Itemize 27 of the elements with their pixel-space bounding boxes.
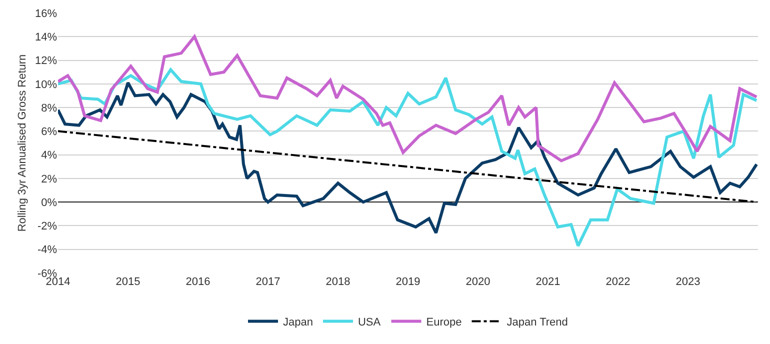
y-tick-label: 14% bbox=[34, 31, 58, 44]
x-tick-label: 2020 bbox=[466, 276, 490, 288]
y-tick-label: 16% bbox=[34, 8, 58, 20]
y-tick-label: -4% bbox=[37, 244, 58, 256]
y-tick-label: 12% bbox=[34, 55, 58, 68]
x-tick-label: 2022 bbox=[606, 276, 630, 288]
y-tick-label: 6% bbox=[41, 126, 58, 138]
legend-label: USA bbox=[358, 316, 382, 329]
y-tick-label: 2% bbox=[41, 173, 58, 186]
y-tick-label: 8% bbox=[41, 102, 58, 114]
x-tick-label: 2015 bbox=[116, 276, 140, 288]
x-tick-label: 2018 bbox=[326, 276, 350, 288]
y-tick-label: 10% bbox=[34, 78, 58, 91]
legend-label: Japan Trend bbox=[506, 316, 568, 329]
legend-label: Europe bbox=[426, 316, 462, 329]
x-tick-label: 2016 bbox=[186, 276, 210, 288]
y-tick-label: -2% bbox=[37, 220, 58, 233]
legend-label: Japan bbox=[283, 316, 313, 329]
x-tick-label: 2014 bbox=[46, 276, 70, 288]
x-tick-label: 2017 bbox=[256, 276, 280, 288]
y-tick-label: 0% bbox=[41, 196, 58, 209]
y-tick-label: 4% bbox=[41, 150, 58, 162]
y-axis-title: Rolling 3yr Annualised Gross Return bbox=[16, 54, 29, 232]
line-series bbox=[58, 35, 758, 162]
x-tick-label: 2019 bbox=[396, 276, 420, 288]
x-tick-label: 2021 bbox=[536, 276, 560, 288]
x-tick-label: 2023 bbox=[676, 276, 700, 288]
